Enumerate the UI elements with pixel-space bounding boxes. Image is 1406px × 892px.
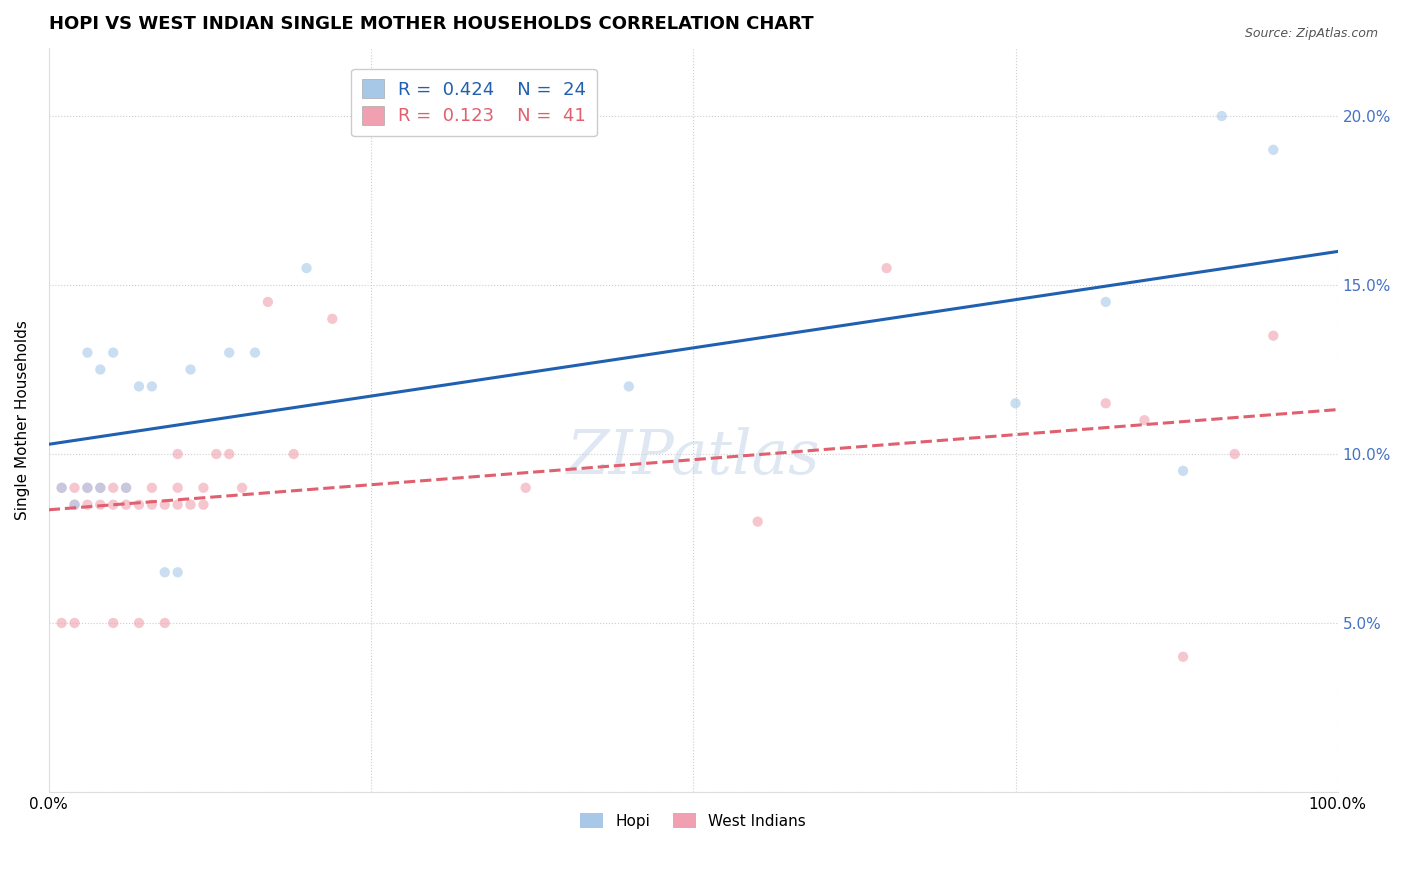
Point xyxy=(1094,396,1116,410)
Point xyxy=(63,481,86,495)
Point xyxy=(63,615,86,630)
Point xyxy=(1094,294,1116,309)
Point xyxy=(166,566,188,580)
Point xyxy=(103,345,125,359)
Point xyxy=(141,379,163,393)
Point xyxy=(89,498,111,512)
Point xyxy=(63,498,86,512)
Point xyxy=(193,498,215,512)
Point xyxy=(166,447,188,461)
Legend: Hopi, West Indians: Hopi, West Indians xyxy=(572,805,814,837)
Point xyxy=(128,379,150,393)
Point xyxy=(51,481,73,495)
Point xyxy=(257,294,280,309)
Point xyxy=(243,345,266,359)
Point xyxy=(153,566,176,580)
Point xyxy=(1263,143,1285,157)
Point xyxy=(115,481,138,495)
Point xyxy=(180,498,202,512)
Point xyxy=(76,498,98,512)
Point xyxy=(89,481,111,495)
Point xyxy=(180,362,202,376)
Point xyxy=(76,345,98,359)
Point xyxy=(1211,109,1233,123)
Text: ZIPatlas: ZIPatlas xyxy=(567,427,820,487)
Point xyxy=(141,498,163,512)
Point xyxy=(166,481,188,495)
Point xyxy=(515,481,537,495)
Point xyxy=(218,447,240,461)
Point xyxy=(128,498,150,512)
Point xyxy=(166,498,188,512)
Point xyxy=(128,615,150,630)
Point xyxy=(63,498,86,512)
Text: Source: ZipAtlas.com: Source: ZipAtlas.com xyxy=(1244,27,1378,40)
Point xyxy=(617,379,640,393)
Point xyxy=(321,311,343,326)
Point xyxy=(1223,447,1246,461)
Point xyxy=(89,362,111,376)
Point xyxy=(876,261,898,276)
Point xyxy=(115,498,138,512)
Point xyxy=(115,481,138,495)
Point xyxy=(283,447,305,461)
Point xyxy=(153,615,176,630)
Point xyxy=(1133,413,1156,427)
Point xyxy=(193,481,215,495)
Point xyxy=(51,481,73,495)
Y-axis label: Single Mother Households: Single Mother Households xyxy=(15,320,30,520)
Point xyxy=(231,481,253,495)
Point xyxy=(141,481,163,495)
Point xyxy=(153,498,176,512)
Point xyxy=(103,498,125,512)
Point xyxy=(51,615,73,630)
Point xyxy=(1171,464,1194,478)
Point xyxy=(76,481,98,495)
Point xyxy=(1171,649,1194,664)
Point xyxy=(295,261,318,276)
Point xyxy=(103,615,125,630)
Point xyxy=(1263,328,1285,343)
Text: HOPI VS WEST INDIAN SINGLE MOTHER HOUSEHOLDS CORRELATION CHART: HOPI VS WEST INDIAN SINGLE MOTHER HOUSEH… xyxy=(49,15,814,33)
Point xyxy=(205,447,228,461)
Point xyxy=(1004,396,1026,410)
Point xyxy=(747,515,769,529)
Point xyxy=(89,481,111,495)
Point xyxy=(103,481,125,495)
Point xyxy=(76,481,98,495)
Point xyxy=(218,345,240,359)
